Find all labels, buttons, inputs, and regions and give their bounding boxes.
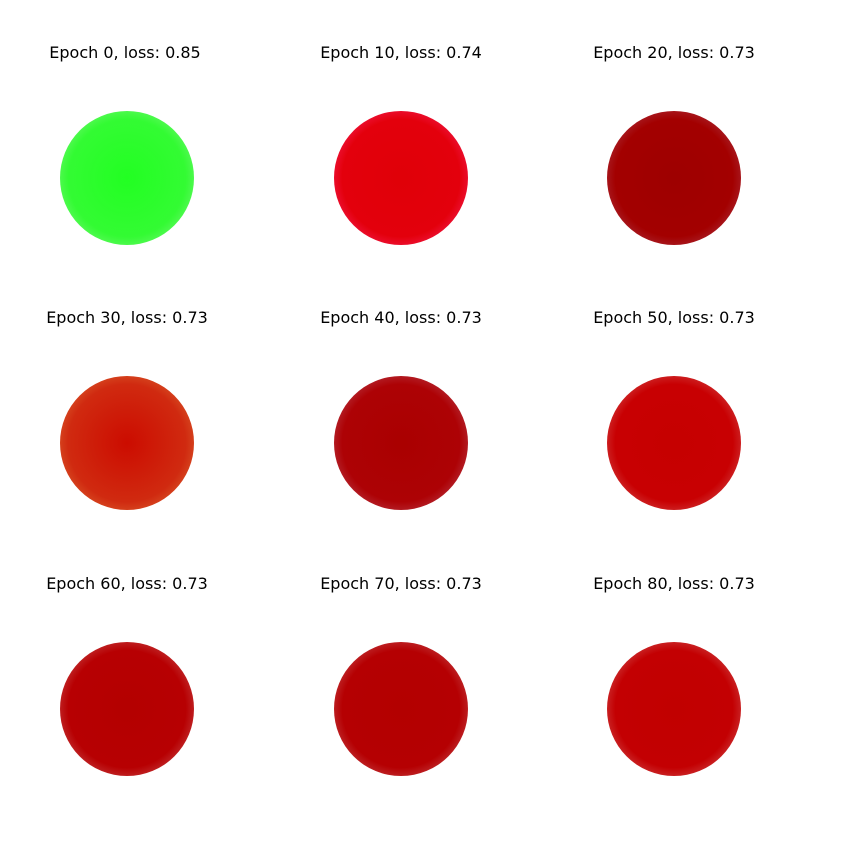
panel-epoch-10: Epoch 10, loss: 0.74 [266, 43, 536, 293]
panel-title: Epoch 0, loss: 0.85 [49, 43, 201, 62]
panel-title: Epoch 20, loss: 0.73 [593, 43, 755, 62]
sphere-render [607, 376, 741, 510]
sphere-render [334, 111, 468, 245]
panel-title: Epoch 10, loss: 0.74 [320, 43, 482, 62]
panel-title: Epoch 40, loss: 0.73 [320, 308, 482, 327]
panel-epoch-0: Epoch 0, loss: 0.85 [0, 43, 262, 293]
panel-epoch-70: Epoch 70, loss: 0.73 [266, 574, 536, 824]
sphere-render [60, 376, 194, 510]
panel-epoch-80: Epoch 80, loss: 0.73 [539, 574, 809, 824]
sphere-render [334, 642, 468, 776]
panel-epoch-40: Epoch 40, loss: 0.73 [266, 308, 536, 558]
panel-epoch-60: Epoch 60, loss: 0.73 [0, 574, 262, 824]
sphere-render [607, 111, 741, 245]
panel-title: Epoch 80, loss: 0.73 [593, 574, 755, 593]
panel-epoch-30: Epoch 30, loss: 0.73 [0, 308, 262, 558]
panel-epoch-50: Epoch 50, loss: 0.73 [539, 308, 809, 558]
sphere-render [60, 642, 194, 776]
panel-epoch-20: Epoch 20, loss: 0.73 [539, 43, 809, 293]
panel-title: Epoch 50, loss: 0.73 [593, 308, 755, 327]
panel-title: Epoch 30, loss: 0.73 [46, 308, 208, 327]
panel-title: Epoch 60, loss: 0.73 [46, 574, 208, 593]
sphere-render [60, 111, 194, 245]
sphere-render [607, 642, 741, 776]
sphere-render [334, 376, 468, 510]
panel-title: Epoch 70, loss: 0.73 [320, 574, 482, 593]
